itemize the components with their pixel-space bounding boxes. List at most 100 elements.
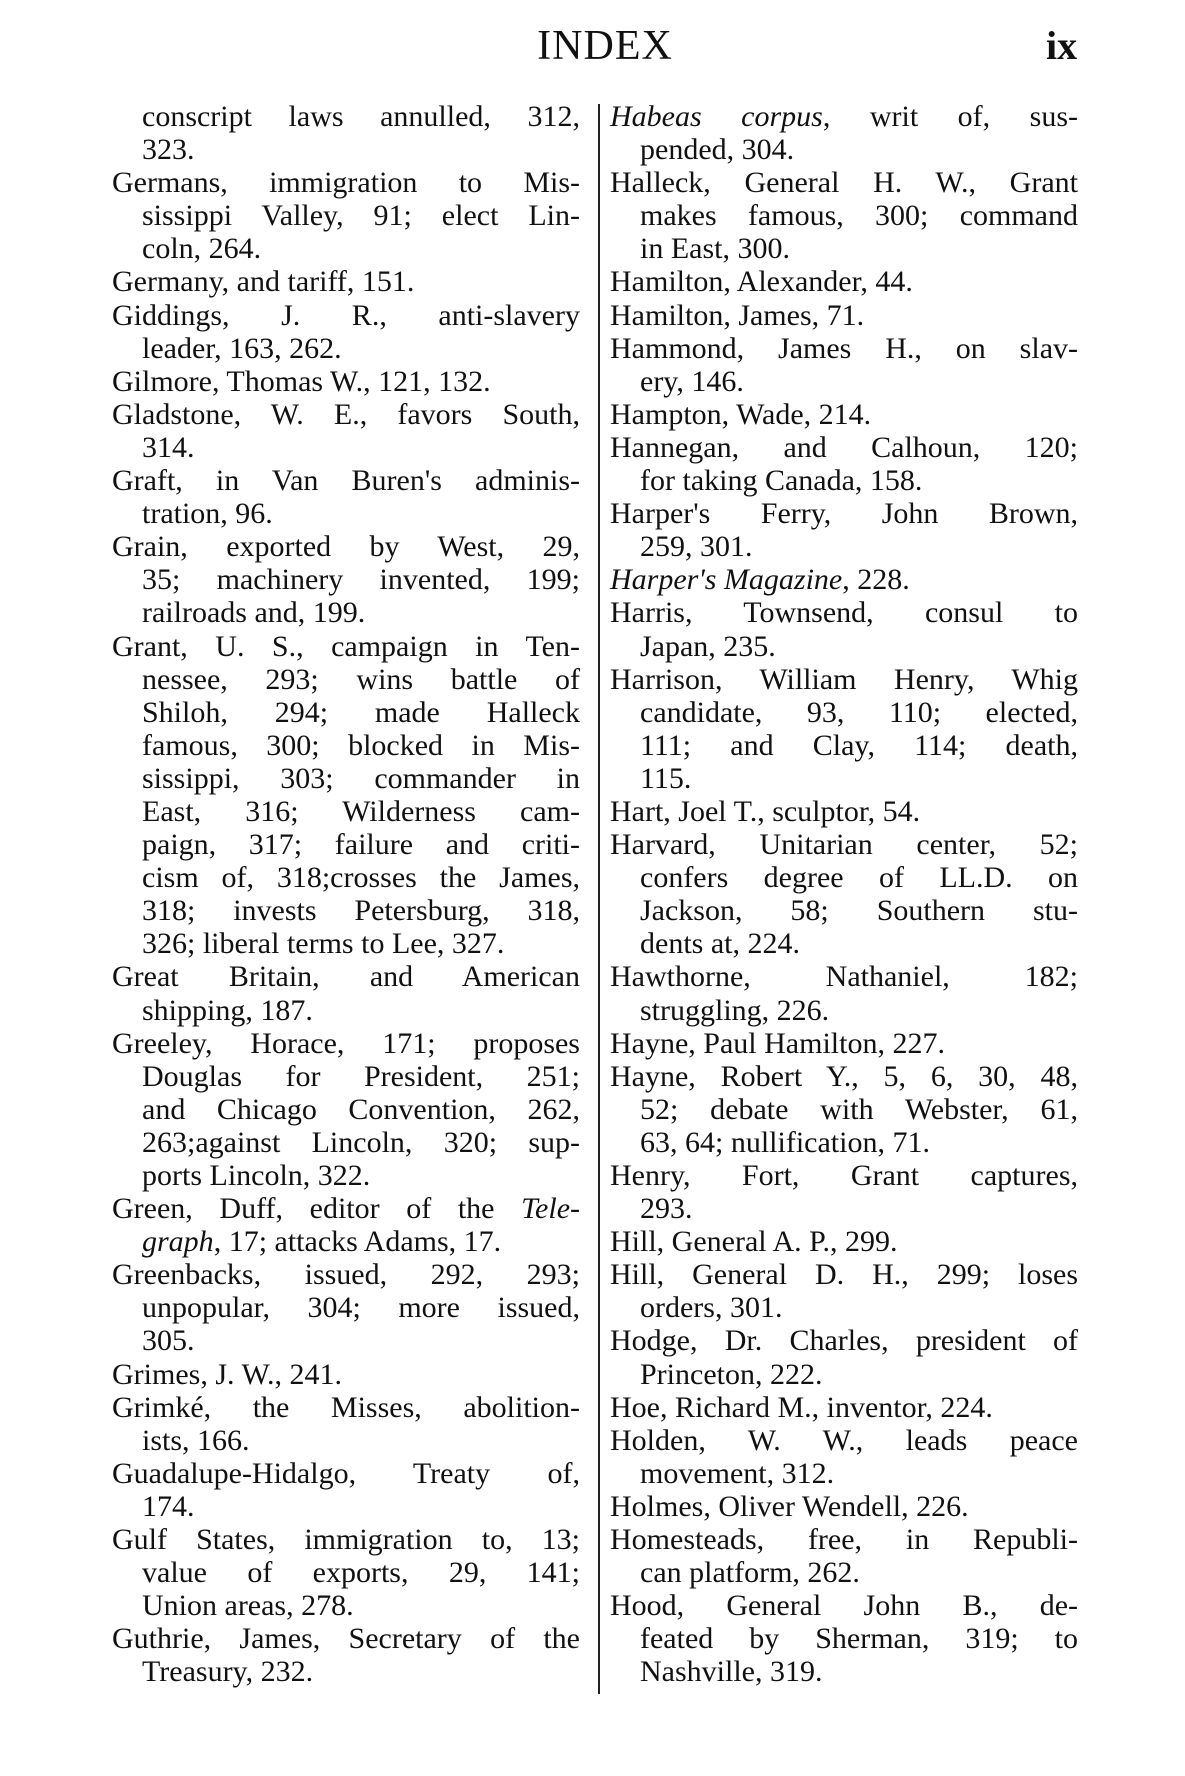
index-entry: conscript laws annulled, 312, 323.	[112, 100, 580, 166]
index-line: Gulf States, immigration to, 13;	[112, 1523, 580, 1557]
index-line: Hart, Joel T., sculptor, 54.	[610, 794, 921, 828]
italic-text: Harper's Magazine	[610, 563, 843, 597]
index-line: Guadalupe-Hidalgo, Treaty of,	[112, 1456, 580, 1490]
index-line: 63, 64; nullification, 71.	[640, 1125, 930, 1159]
italic-text: Tele-	[521, 1192, 580, 1226]
italic-text: Habeas corpus	[610, 100, 823, 133]
index-line: Greenbacks, issued, 292, 293;	[112, 1258, 580, 1292]
index-line: Hayne, Robert Y., 5, 6, 30, 48,	[610, 1059, 1078, 1093]
index-line: 111; and Clay, 114; death,	[640, 728, 1078, 762]
index-entry: Hannegan, and Calhoun, 120; for taking Ca…	[610, 431, 1078, 497]
index-line: Shiloh, 294; made Halleck	[142, 695, 580, 729]
index-line: Hamilton, James, 71.	[610, 298, 865, 332]
index-entry: Hart, Joel T., sculptor, 54.	[610, 795, 1078, 828]
index-line: pended, 304.	[640, 133, 795, 167]
index-entry: Grimes, J. W., 241.	[112, 1358, 580, 1391]
index-line: 318; invests Petersburg, 318,	[142, 894, 580, 928]
index-line: sissippi, 303; commander in	[142, 761, 580, 795]
index-line: coln, 264.	[142, 232, 262, 266]
index-entry: Greeley, Horace, 171; proposes Douglas fo…	[112, 1027, 580, 1192]
index-line: tration, 96.	[142, 497, 273, 531]
index-line: Guthrie, James, Secretary of the	[112, 1622, 580, 1656]
index-line: 115.	[640, 761, 692, 795]
index-line: confers degree of LL.D. on	[640, 861, 1078, 895]
index-entry: Henry, Fort, Grant captures, 293.	[610, 1159, 1078, 1225]
index-entry: Hill, General D. H., 299; loses orders, 3…	[610, 1258, 1078, 1324]
index-entry: Guthrie, James, Secretary of the Treasury…	[112, 1622, 580, 1688]
index-line: Habeas corpus, writ of, sus-	[610, 100, 1078, 133]
index-line: Harris, Townsend, consul to	[610, 596, 1078, 630]
index-entry: Hood, General John B., de-feated by Sher…	[610, 1589, 1078, 1688]
index-line: graph, 17; attacks Adams, 17.	[142, 1225, 502, 1259]
index-column-left: conscript laws annulled, 312, 323. Germans…	[112, 100, 580, 1689]
index-line: 259, 301.	[640, 530, 753, 564]
page-title: INDEX	[537, 23, 673, 69]
index-line: ery, 146.	[640, 364, 744, 398]
index-line: famous, 300; blocked in Mis-	[142, 728, 580, 762]
index-line: ists, 166.	[142, 1423, 250, 1457]
index-line: 52; debate with Webster, 61,	[640, 1092, 1078, 1126]
index-line: Halleck, General H. W., Grant	[610, 166, 1078, 200]
index-line: in East, 300.	[640, 232, 790, 266]
index-line: Henry, Fort, Grant captures,	[610, 1159, 1078, 1192]
index-entry: Halleck, General H. W., Grant makes famou…	[610, 166, 1078, 265]
index-entry: Hampton, Wade, 214.	[610, 398, 1078, 431]
index-line: Graft, in Van Buren's adminis-	[112, 464, 580, 498]
index-line: Germany, and tariff, 151.	[112, 265, 415, 299]
index-line: Hammond, James H., on slav-	[610, 331, 1078, 365]
index-line: Hawthorne, Nathaniel, 182;	[610, 960, 1078, 994]
index-line: Grant, U. S., campaign in Ten-	[112, 629, 580, 663]
index-entry: Hamilton, James, 71.	[610, 299, 1078, 332]
index-line: ports Lincoln, 322.	[142, 1159, 371, 1192]
index-line: Harper's Magazine, 228.	[610, 563, 910, 597]
index-entry: Great Britain, and American shipping, 187…	[112, 960, 580, 1026]
index-entry: Germans, immigration to Mis-sissippi Val…	[112, 166, 580, 265]
index-line: 305.	[142, 1324, 195, 1358]
index-entry: Gulf States, immigration to, 13; value of…	[112, 1523, 580, 1622]
index-line: shipping, 187.	[142, 993, 313, 1027]
column-divider	[598, 104, 600, 1694]
index-entry: Hawthorne, Nathaniel, 182; struggling, 22…	[610, 960, 1078, 1026]
index-line: Douglas for President, 251;	[142, 1059, 580, 1093]
index-line: East, 316; Wilderness cam-	[142, 794, 580, 828]
index-entry: Gilmore, Thomas W., 121, 132.	[112, 365, 580, 398]
index-entry: Hammond, James H., on slav-ery, 146.	[610, 332, 1078, 398]
index-line: Hayne, Paul Hamilton, 227.	[610, 1026, 945, 1060]
index-line: Gladstone, W. E., favors South,	[112, 397, 580, 431]
index-line: Hampton, Wade, 214.	[610, 397, 872, 431]
index-entry: Hill, General A. P., 299.	[610, 1225, 1078, 1258]
index-line: dents at, 224.	[640, 927, 800, 961]
index-line: Hannegan, and Calhoun, 120;	[610, 430, 1078, 464]
index-entry: Germany, and tariff, 151.	[112, 265, 580, 298]
index-line: Germans, immigration to Mis-	[112, 166, 580, 200]
index-line: Harrison, William Henry, Whig	[610, 662, 1078, 696]
index-entry: Grant, U. S., campaign in Ten-nessee, 29…	[112, 630, 580, 961]
index-entry: Greenbacks, issued, 292, 293; unpopular, …	[112, 1258, 580, 1357]
page-number: ix	[1046, 23, 1078, 68]
index-entry: Graft, in Van Buren's adminis-tration, 9…	[112, 464, 580, 530]
index-line: Giddings, J. R., anti-slavery	[112, 298, 580, 332]
index-line: railroads and, 199.	[142, 596, 366, 630]
index-line: struggling, 226.	[640, 993, 830, 1027]
index-line: Hodge, Dr. Charles, president of	[610, 1324, 1078, 1358]
index-line: Harvard, Unitarian center, 52;	[610, 828, 1078, 862]
index-line: 35; machinery invented, 199;	[142, 563, 580, 597]
index-column-right: Habeas corpus, writ of, sus-pended, 304.…	[610, 100, 1078, 1689]
index-entry: Habeas corpus, writ of, sus-pended, 304.	[610, 100, 1078, 166]
index-entry: Harris, Townsend, consul to Japan, 235.	[610, 596, 1078, 662]
index-line: candidate, 93, 110; elected,	[640, 695, 1078, 729]
index-line: nessee, 293; wins battle of	[142, 662, 580, 696]
index-entry: Hodge, Dr. Charles, president of Princeto…	[610, 1324, 1078, 1390]
index-line: Green, Duff, editor of the Tele-	[112, 1192, 580, 1226]
index-line: sissippi Valley, 91; elect Lin-	[142, 199, 580, 233]
index-line: Grain, exported by West, 29,	[112, 530, 580, 564]
index-line: Treasury, 232.	[142, 1655, 314, 1689]
index-entry: Hoe, Richard M., inventor, 224.	[610, 1391, 1078, 1424]
index-line: cism of, 318;crosses the James,	[142, 861, 580, 895]
index-line: Gilmore, Thomas W., 121, 132.	[112, 364, 491, 398]
index-line: 293.	[640, 1192, 693, 1226]
index-line: value of exports, 29, 141;	[142, 1556, 580, 1590]
index-line: Princeton, 222.	[640, 1357, 823, 1391]
index-entry: Harvard, Unitarian center, 52; confers de…	[610, 828, 1078, 960]
index-entry: Grain, exported by West, 29, 35; machiner…	[112, 530, 580, 629]
